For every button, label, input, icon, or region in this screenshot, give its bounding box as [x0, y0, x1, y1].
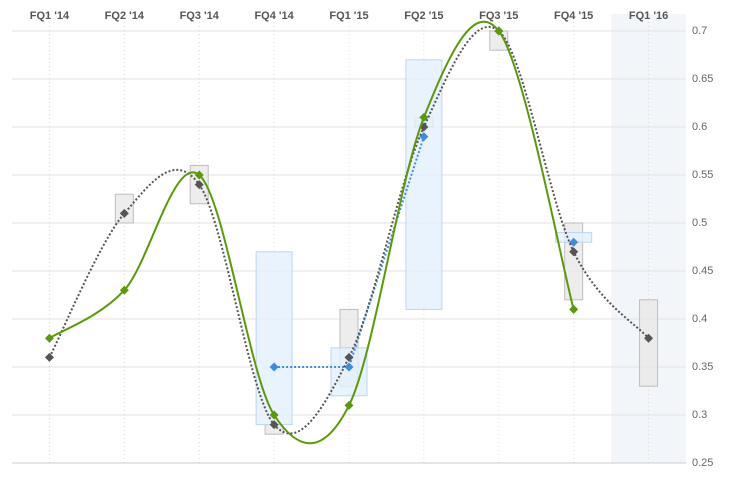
series-line — [48, 25, 650, 435]
point-marker — [644, 333, 654, 343]
point-marker — [344, 352, 354, 362]
point-marker — [344, 362, 354, 372]
x-tick-label: FQ4 '14 — [254, 10, 294, 22]
point-marker — [119, 285, 129, 295]
y-tick-label: 0.4 — [692, 313, 707, 325]
y-tick-label: 0.25 — [692, 457, 713, 469]
x-tick-label: FQ2 '14 — [105, 10, 145, 22]
x-tick-label: FQ2 '15 — [404, 10, 443, 22]
y-tick-label: 0.65 — [692, 73, 713, 85]
point-marker — [269, 410, 279, 420]
point-marker — [194, 170, 204, 180]
x-tick-label: FQ3 '14 — [180, 10, 220, 22]
point-marker — [569, 304, 579, 314]
point-marker — [194, 180, 204, 190]
point-marker — [494, 26, 504, 36]
point-marker — [344, 400, 354, 410]
series-line — [48, 20, 575, 445]
x-tick-label: FQ4 '15 — [554, 10, 593, 22]
point-marker — [119, 208, 129, 218]
point-marker — [44, 333, 54, 343]
x-tick-label: FQ3 '15 — [479, 10, 518, 22]
range-box — [114, 193, 134, 224]
y-tick-label: 0.45 — [692, 265, 713, 277]
point-marker — [419, 112, 429, 122]
range-box — [255, 251, 293, 426]
x-tick-label: FQ1 '15 — [329, 10, 368, 22]
x-tick-label: FQ1 '14 — [30, 10, 70, 22]
y-tick-label: 0.55 — [692, 169, 713, 181]
y-tick-label: 0.5 — [692, 217, 707, 229]
point-marker — [269, 420, 279, 430]
x-tick-label: FQ1 '16 — [629, 10, 668, 22]
y-tick-label: 0.6 — [692, 121, 707, 133]
point-marker — [269, 362, 279, 372]
y-tick-label: 0.3 — [692, 409, 707, 421]
point-marker — [44, 352, 54, 362]
range-box — [639, 299, 659, 387]
point-marker — [569, 247, 579, 257]
y-tick-label: 0.7 — [692, 25, 707, 37]
y-tick-label: 0.35 — [692, 361, 713, 373]
